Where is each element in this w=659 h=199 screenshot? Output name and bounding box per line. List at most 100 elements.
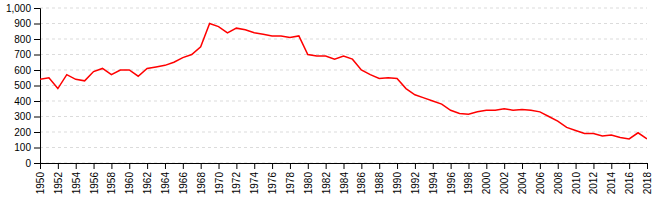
y-tick: 800 xyxy=(14,34,40,45)
x-tick-mark xyxy=(183,163,184,169)
x-tick-label: 1958 xyxy=(106,172,117,195)
x-tick: 2016 xyxy=(624,163,635,194)
y-tick: 400 xyxy=(14,96,40,107)
x-tick-mark xyxy=(344,163,345,169)
x-tick: 1982 xyxy=(321,163,332,194)
x-tick-mark xyxy=(576,163,577,169)
x-tick-label: 1968 xyxy=(196,172,207,195)
x-tick: 1992 xyxy=(410,163,421,194)
x-tick: 1972 xyxy=(231,163,242,194)
x-tick-mark xyxy=(486,163,487,169)
y-tick-label: 900 xyxy=(14,18,31,29)
x-tick-mark xyxy=(433,163,434,169)
x-tick: 2006 xyxy=(535,163,546,194)
x-tick: 1990 xyxy=(392,163,403,194)
x-tick-label: 1966 xyxy=(178,172,189,195)
x-tick-label: 1974 xyxy=(249,172,260,195)
y-tick-mark xyxy=(34,132,40,133)
x-tick: 1968 xyxy=(196,163,207,194)
y-tick-mark xyxy=(34,24,40,25)
x-tick: 1958 xyxy=(106,163,117,194)
y-tick-mark xyxy=(34,8,40,9)
x-tick-mark xyxy=(647,163,648,169)
x-axis: 1950195219541956195819601962196419661968… xyxy=(35,163,653,194)
x-tick-label: 1962 xyxy=(142,172,153,195)
x-tick-mark xyxy=(147,163,148,169)
y-tick-label: 800 xyxy=(14,34,31,45)
x-tick-mark xyxy=(629,163,630,169)
x-tick-mark xyxy=(272,163,273,169)
x-tick-label: 1992 xyxy=(410,172,421,195)
x-tick: 1960 xyxy=(124,163,135,194)
x-tick: 2004 xyxy=(517,163,528,194)
x-tick-label: 1996 xyxy=(446,172,457,195)
plot: 01002003004005006007008009001,0001950195… xyxy=(6,3,653,195)
x-tick-label: 1984 xyxy=(339,172,350,195)
x-tick-label: 2010 xyxy=(571,172,582,195)
grid-line xyxy=(40,23,647,24)
x-tick-label: 1994 xyxy=(428,172,439,195)
x-axis-line xyxy=(41,164,648,170)
x-tick: 1980 xyxy=(303,163,314,194)
x-tick-mark xyxy=(219,163,220,169)
x-tick-mark xyxy=(58,163,59,169)
x-tick-label: 1978 xyxy=(285,172,296,195)
y-tick-mark xyxy=(34,101,40,102)
x-tick-mark xyxy=(451,163,452,169)
y-tick-label: 500 xyxy=(14,80,31,91)
marks xyxy=(40,24,647,139)
x-tick: 2010 xyxy=(571,163,582,194)
x-tick: 2014 xyxy=(606,163,617,194)
x-tick-mark xyxy=(415,163,416,169)
grid-line xyxy=(40,132,647,133)
x-tick-label: 2002 xyxy=(499,172,510,195)
x-tick-mark xyxy=(40,163,41,169)
x-tick: 1964 xyxy=(160,163,171,194)
y-tick-label: 700 xyxy=(14,49,31,60)
x-tick-mark xyxy=(468,163,469,169)
x-tick-label: 1976 xyxy=(267,172,278,195)
y-tick-label: 1,000 xyxy=(6,3,31,14)
x-tick-label: 1980 xyxy=(303,172,314,195)
x-tick-label: 1986 xyxy=(356,172,367,195)
x-tick: 1986 xyxy=(356,163,367,194)
x-tick-mark xyxy=(361,163,362,169)
x-tick-label: 1998 xyxy=(463,172,474,195)
x-tick-mark xyxy=(522,163,523,169)
y-tick-label: 0 xyxy=(25,158,31,169)
x-tick-label: 1960 xyxy=(124,172,135,195)
y-axis-line xyxy=(34,9,41,164)
x-tick: 1970 xyxy=(214,163,225,194)
grid-line xyxy=(40,116,647,117)
x-tick-mark xyxy=(129,163,130,169)
x-tick: 1978 xyxy=(285,163,296,194)
y-tick-label: 200 xyxy=(14,127,31,138)
y-tick-label: 100 xyxy=(14,142,31,153)
x-tick-label: 2004 xyxy=(517,172,528,195)
x-tick: 1962 xyxy=(142,163,153,194)
x-tick: 1976 xyxy=(267,163,278,194)
grid-line xyxy=(40,147,647,148)
y-tick-mark xyxy=(34,86,40,87)
y-tick: 1,000 xyxy=(6,3,40,14)
y-tick-label: 300 xyxy=(14,111,31,122)
grid-line xyxy=(40,8,647,9)
y-tick: 500 xyxy=(14,80,40,91)
x-tick-label: 2006 xyxy=(535,172,546,195)
x-tick-mark xyxy=(254,163,255,169)
grid-line xyxy=(40,85,647,86)
x-tick-mark xyxy=(308,163,309,169)
y-tick-mark xyxy=(34,55,40,56)
y-tick-mark xyxy=(34,163,40,164)
x-tick-label: 2008 xyxy=(553,172,564,195)
y-axis: 01002003004005006007008009001,000 xyxy=(6,3,41,169)
grid-line xyxy=(40,39,647,40)
x-tick: 2000 xyxy=(481,163,492,194)
x-tick-label: 1952 xyxy=(53,172,64,195)
x-tick-mark xyxy=(397,163,398,169)
y-tick: 700 xyxy=(14,49,40,60)
x-tick-mark xyxy=(165,163,166,169)
x-tick: 2012 xyxy=(588,163,599,194)
x-tick-mark xyxy=(326,163,327,169)
x-tick: 1996 xyxy=(446,163,457,194)
